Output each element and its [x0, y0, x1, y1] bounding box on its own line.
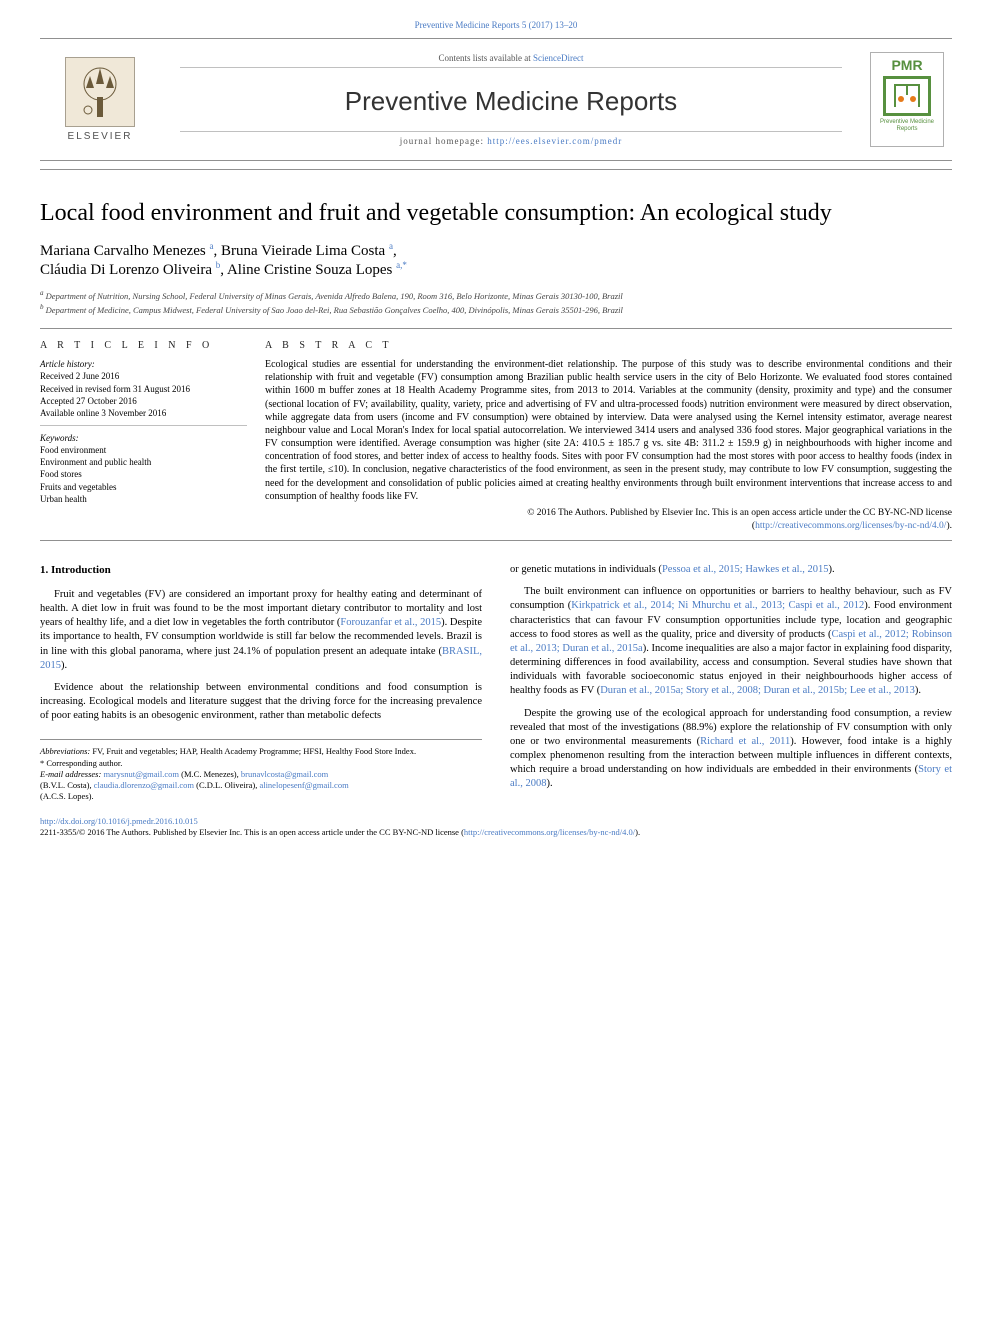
cover-subtitle: Preventive Medicine Reports — [875, 119, 939, 132]
history-label: Article history: — [40, 359, 95, 369]
abbrev-text: FV, Fruit and vegetables; HAP, Health Ac… — [90, 746, 416, 756]
keyword: Food environment — [40, 444, 247, 456]
contents-available-line: Contents lists available at ScienceDirec… — [180, 53, 842, 68]
masthead: ELSEVIER Contents lists available at Sci… — [40, 38, 952, 161]
elsevier-logo: ELSEVIER — [55, 50, 145, 150]
body-left-column: 1. Introduction Fruit and vegetables (FV… — [40, 563, 482, 802]
author-name: Aline Cristine Souza Lopes — [227, 262, 392, 278]
history-line: Received in revised form 31 August 2016 — [40, 383, 247, 395]
abstract-text: Ecological studies are essential for und… — [265, 358, 952, 503]
footer-license-link[interactable]: http://creativecommons.org/licenses/by-n… — [464, 827, 635, 837]
sciencedirect-link[interactable]: ScienceDirect — [533, 53, 583, 63]
paragraph: or genetic mutations in individuals (Pes… — [510, 563, 952, 577]
contents-prefix: Contents lists available at — [439, 53, 533, 63]
paragraph: The built environment can influence on o… — [510, 585, 952, 698]
masthead-center: Contents lists available at ScienceDirec… — [160, 45, 862, 154]
article-info-column: A R T I C L E I N F O Article history: R… — [40, 339, 265, 532]
article-history: Article history: Received 2 June 2016 Re… — [40, 358, 247, 426]
article-title: Local food environment and fruit and veg… — [40, 200, 952, 227]
abstract-copyright: © 2016 The Authors. Published by Elsevie… — [265, 507, 952, 532]
corresponding-note: * Corresponding author. — [40, 758, 482, 769]
author-aff-marker: a — [389, 241, 393, 251]
footnotes: Abbreviations: FV, Fruit and vegetables;… — [40, 739, 482, 801]
paragraph: Fruit and vegetables (FV) are considered… — [40, 588, 482, 673]
cover-thumbnail: PMR Preventive Medicine Reports — [870, 52, 944, 147]
affiliations: a Department of Nutrition, Nursing Schoo… — [40, 289, 952, 316]
author-aff-marker: a — [210, 241, 214, 251]
paragraph: Evidence about the relationship between … — [40, 681, 482, 724]
masthead-rule — [40, 169, 952, 170]
history-line: Accepted 27 October 2016 — [40, 395, 247, 407]
issn-text: 2211-3355/© 2016 The Authors. Published … — [40, 827, 464, 837]
email-note: E-mail addresses: marysnut@gmail.com (M.… — [40, 769, 482, 802]
keyword: Fruits and vegetables — [40, 481, 247, 493]
footer-info: http://dx.doi.org/10.1016/j.pmedr.2016.1… — [40, 816, 952, 838]
email-who: (B.V.L. Costa) — [40, 780, 89, 790]
journal-title: Preventive Medicine Reports — [180, 86, 842, 117]
history-line: Available online 3 November 2016 — [40, 407, 247, 419]
info-abstract-row: A R T I C L E I N F O Article history: R… — [40, 339, 952, 532]
email-who: (M.C. Menezes) — [181, 769, 236, 779]
cover-cell: PMR Preventive Medicine Reports — [862, 45, 952, 154]
affiliation-text: Department of Nutrition, Nursing School,… — [46, 291, 623, 301]
keywords-label: Keywords: — [40, 433, 79, 443]
publisher-name: ELSEVIER — [68, 131, 133, 142]
homepage-prefix: journal homepage: — [400, 136, 487, 146]
copyright-text: © 2016 The Authors. Published by Elsevie… — [527, 508, 952, 518]
running-header: Preventive Medicine Reports 5 (2017) 13–… — [40, 20, 952, 30]
affiliation-text: Department of Medicine, Campus Midwest, … — [46, 305, 623, 315]
journal-homepage-link[interactable]: http://ees.elsevier.com/pmedr — [487, 136, 622, 146]
keyword: Food stores — [40, 468, 247, 480]
affiliation-b: b Department of Medicine, Campus Midwest… — [40, 303, 952, 316]
info-top-rule — [40, 328, 952, 329]
abbrev-label: Abbreviations: — [40, 746, 90, 756]
author-email[interactable]: brunavlcosta@gmail.com — [241, 769, 328, 779]
publisher-logo-cell: ELSEVIER — [40, 45, 160, 154]
corresponding-marker: ,* — [400, 260, 407, 270]
pmr-square-icon — [883, 76, 931, 116]
license-link[interactable]: http://creativecommons.org/licenses/by-n… — [755, 521, 946, 531]
authors-line: Mariana Carvalho Menezes a, Bruna Vieira… — [40, 241, 952, 279]
info-bottom-rule — [40, 540, 952, 541]
history-line: Received 2 June 2016 — [40, 370, 247, 382]
doi-link[interactable]: http://dx.doi.org/10.1016/j.pmedr.2016.1… — [40, 816, 198, 826]
pmr-badge: PMR — [891, 57, 922, 73]
author-email[interactable]: alinelopesenf@gmail.com — [259, 780, 348, 790]
abstract-heading: A B S T R A C T — [265, 339, 952, 352]
paragraph: Despite the growing use of the ecologica… — [510, 707, 952, 792]
email-who: (A.C.S. Lopes) — [40, 791, 91, 801]
elsevier-tree-icon — [65, 57, 135, 127]
author-name: Mariana Carvalho Menezes — [40, 243, 206, 259]
section-heading: 1. Introduction — [40, 563, 482, 578]
keyword: Environment and public health — [40, 456, 247, 468]
info-heading: A R T I C L E I N F O — [40, 339, 247, 353]
author-name: Cláudia Di Lorenzo Oliveira — [40, 262, 212, 278]
email-who: (C.D.L. Oliveira) — [196, 780, 255, 790]
email-label: E-mail addresses: — [40, 769, 101, 779]
author-email[interactable]: claudia.dlorenzo@gmail.com — [94, 780, 194, 790]
author-email[interactable]: marysnut@gmail.com — [103, 769, 179, 779]
body-right-column: or genetic mutations in individuals (Pes… — [510, 563, 952, 802]
keywords-block: Keywords: Food environment Environment a… — [40, 432, 247, 505]
journal-homepage-line: journal homepage: http://ees.elsevier.co… — [180, 131, 842, 146]
issn-close: ). — [635, 827, 640, 837]
author-name: Bruna Vieirade Lima Costa — [221, 243, 385, 259]
abstract-column: A B S T R A C T Ecological studies are e… — [265, 339, 952, 532]
keyword: Urban health — [40, 493, 247, 505]
affiliation-a: a Department of Nutrition, Nursing Schoo… — [40, 289, 952, 302]
author-aff-marker: b — [216, 260, 221, 270]
body-columns: 1. Introduction Fruit and vegetables (FV… — [40, 563, 952, 802]
abbreviations-note: Abbreviations: FV, Fruit and vegetables;… — [40, 746, 482, 757]
issn-copyright-line: 2211-3355/© 2016 The Authors. Published … — [40, 827, 952, 838]
running-header-link[interactable]: Preventive Medicine Reports 5 (2017) 13–… — [415, 20, 578, 30]
